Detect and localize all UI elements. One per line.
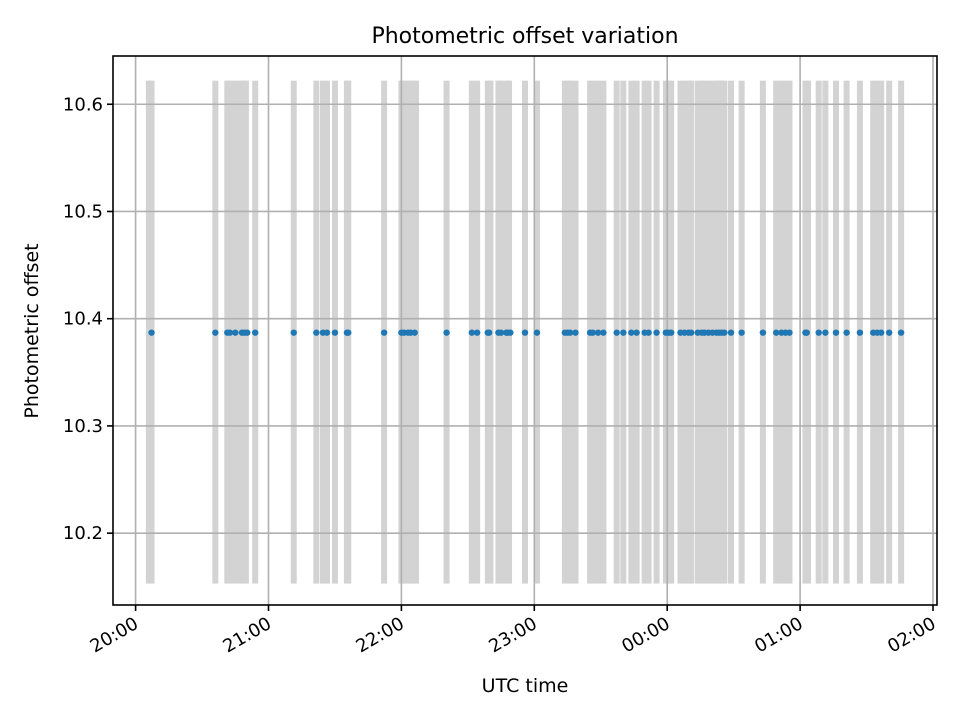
- data-point-41: [600, 329, 607, 336]
- data-point-40: [594, 329, 602, 336]
- data-point-82: [885, 329, 893, 336]
- data-point-36: [566, 329, 574, 336]
- data-point-75: [822, 329, 829, 336]
- data-point-13: [331, 329, 339, 336]
- data-point-10: [313, 329, 320, 336]
- data-point-8: [252, 329, 259, 336]
- data-point-77: [843, 329, 850, 336]
- data-point-66: [738, 329, 745, 336]
- data-point-28: [497, 329, 505, 336]
- y-tick-label-4: 10.6: [63, 94, 103, 115]
- data-point-81: [877, 329, 885, 336]
- data-point-0: [148, 329, 155, 336]
- data-point-31: [507, 329, 514, 336]
- data-point-12: [323, 329, 331, 336]
- data-point-26: [485, 329, 493, 336]
- data-point-4: [232, 329, 239, 336]
- data-point-24: [473, 329, 481, 336]
- data-point-74: [815, 329, 822, 336]
- data-point-37: [572, 329, 579, 336]
- data-point-45: [633, 329, 640, 336]
- data-point-73: [803, 329, 810, 336]
- data-point-16: [380, 329, 388, 336]
- data-point-51: [667, 329, 675, 336]
- data-point-9: [290, 329, 297, 336]
- data-point-1: [212, 329, 219, 336]
- grid-lines: [113, 56, 937, 605]
- data-point-76: [832, 329, 840, 336]
- y-axis-ticks: 10.2 10.3 10.4 10.5 10.6: [63, 94, 113, 544]
- data-point-22: [443, 329, 450, 336]
- data-point-64: [721, 329, 728, 336]
- data-point-43: [620, 329, 627, 336]
- y-axis-label: Photometric offset: [21, 243, 43, 418]
- y-tick-label-0: 10.2: [63, 523, 103, 544]
- data-point-21: [411, 329, 418, 336]
- data-point-23: [468, 329, 476, 336]
- x-tick-label-5: 01:00: [751, 613, 806, 657]
- data-point-3: [226, 329, 234, 336]
- y-tick-label-2: 10.4: [63, 309, 103, 330]
- data-point-48: [653, 329, 660, 336]
- data-point-68: [772, 329, 780, 336]
- x-tick-label-2: 22:00: [352, 613, 407, 657]
- data-point-71: [786, 329, 793, 336]
- x-tick-label-1: 21:00: [220, 613, 275, 657]
- data-point-67: [759, 329, 767, 336]
- data-point-42: [613, 329, 620, 336]
- data-point-55: [687, 329, 695, 336]
- x-tick-label-3: 23:00: [485, 613, 540, 657]
- data-point-15: [345, 329, 352, 336]
- data-point-78: [856, 329, 864, 336]
- x-tick-label-4: 00:00: [618, 613, 673, 657]
- x-axis-ticks: 20:00 21:00 22:00 23:00 00:00 01:00 02:00: [87, 605, 940, 657]
- data-points: [148, 329, 905, 336]
- data-point-47: [645, 329, 652, 336]
- data-point-44: [628, 329, 635, 336]
- chart-title: Photometric offset variation: [371, 24, 678, 49]
- y-tick-label-3: 10.5: [63, 201, 103, 222]
- x-tick-label-6: 02:00: [884, 613, 939, 657]
- data-point-65: [727, 329, 735, 336]
- data-point-32: [521, 329, 529, 336]
- y-tick-label-1: 10.3: [63, 416, 103, 437]
- x-tick-label-0: 20:00: [87, 613, 142, 657]
- data-point-33: [533, 329, 541, 336]
- data-point-7: [244, 329, 251, 336]
- data-point-83: [897, 329, 905, 336]
- plot-frame: [112, 55, 938, 606]
- data-point-39: [589, 329, 596, 336]
- x-axis-label: UTC time: [482, 675, 569, 697]
